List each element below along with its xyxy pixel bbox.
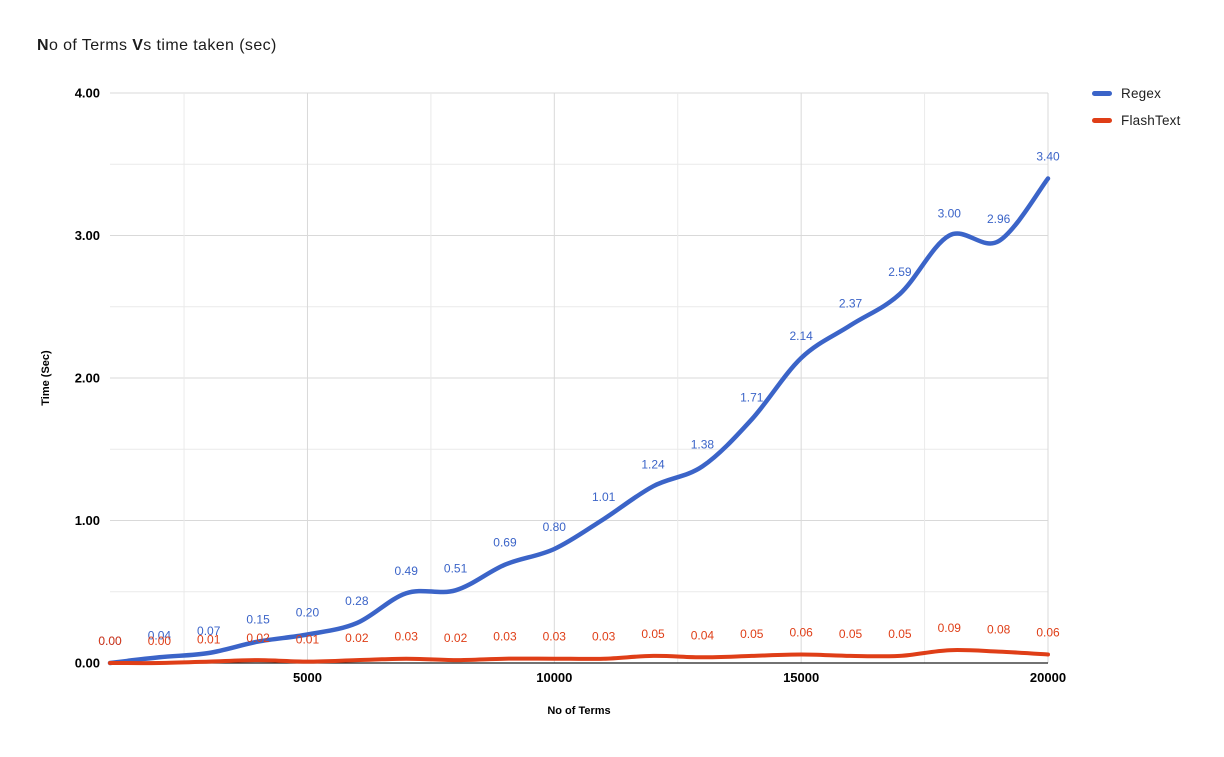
- data-label-flashtext: 0.06: [1036, 625, 1060, 639]
- data-label-flashtext: 0.02: [444, 631, 468, 645]
- data-label-regex: 0.51: [444, 561, 468, 575]
- data-label-regex: 0.28: [345, 594, 369, 608]
- data-label-flashtext: 0.03: [592, 630, 616, 644]
- data-label-flashtext: 0.03: [543, 630, 567, 644]
- data-label-regex: 0.15: [246, 613, 270, 627]
- y-tick-label: 0.00: [75, 656, 100, 671]
- data-label-regex: 1.38: [691, 437, 715, 451]
- regex-series-swatch-icon: [1092, 91, 1112, 96]
- data-label-regex: 1.24: [641, 457, 665, 471]
- data-label-regex: 0.80: [543, 520, 567, 534]
- data-label-regex: 0.69: [493, 536, 517, 550]
- data-label-flashtext: 0.02: [246, 631, 270, 645]
- x-tick-label: 10000: [536, 670, 572, 685]
- data-label-regex: 0.20: [296, 606, 320, 620]
- legend-item-flashtext: FlashText: [1092, 107, 1181, 134]
- chart-title-part: V: [132, 37, 144, 54]
- x-axis-title: No of Terms: [547, 705, 611, 717]
- data-label-regex: 3.00: [938, 207, 962, 221]
- y-tick-label: 1.00: [75, 513, 100, 528]
- series-line-regex: [107, 176, 1051, 666]
- y-axis-title: Time (Sec): [40, 350, 52, 406]
- data-label-regex: 1.71: [740, 390, 764, 404]
- data-label-flashtext: 0.08: [987, 623, 1011, 637]
- data-label-regex: 3.40: [1036, 150, 1060, 164]
- chart-title-part: N: [37, 37, 49, 54]
- legend-item-regex: Regex: [1092, 80, 1181, 107]
- legend-label-flashtext: FlashText: [1121, 113, 1181, 128]
- x-tick-label: 5000: [293, 670, 322, 685]
- data-label-regex: 1.01: [592, 490, 616, 504]
- data-label-flashtext: 0.01: [296, 633, 320, 647]
- y-tick-label: 2.00: [75, 371, 100, 386]
- data-label-flashtext: 0.03: [395, 630, 419, 644]
- x-tick-label: 15000: [783, 670, 819, 685]
- legend: Regex FlashText: [1092, 80, 1181, 134]
- y-tick-label: 3.00: [75, 228, 100, 243]
- data-label-flashtext: 0.00: [98, 634, 122, 648]
- data-label-regex: 2.14: [789, 329, 813, 343]
- data-label-flashtext: 0.05: [740, 627, 764, 641]
- legend-label-regex: Regex: [1121, 86, 1162, 101]
- chart-title: No of Terms Vs time taken (sec): [37, 37, 277, 55]
- data-label-regex: 2.59: [888, 265, 912, 279]
- data-label-regex: 0.00: [98, 634, 122, 648]
- data-label-flashtext: 0.05: [888, 627, 912, 641]
- data-label-regex: 0.49: [395, 564, 419, 578]
- data-label-flashtext: 0.03: [493, 630, 517, 644]
- data-label-flashtext: 0.01: [197, 633, 221, 647]
- flashtext-series-swatch-icon: [1092, 118, 1112, 123]
- data-label-flashtext: 0.04: [691, 628, 715, 642]
- chart-title-part: s time taken (sec): [143, 37, 277, 54]
- data-label-flashtext: 0.00: [148, 634, 172, 648]
- data-label-flashtext: 0.05: [641, 627, 665, 641]
- data-label-flashtext: 0.06: [789, 625, 813, 639]
- y-tick-label: 4.00: [75, 86, 100, 101]
- data-label-regex: 2.37: [839, 296, 863, 310]
- data-label-flashtext: 0.05: [839, 627, 863, 641]
- data-label-flashtext: 0.09: [938, 621, 962, 635]
- data-label-regex: 2.96: [987, 212, 1011, 226]
- series-line-flashtext: [108, 648, 1050, 666]
- data-label-regex: 0.07: [197, 624, 221, 638]
- x-tick-label: 20000: [1030, 670, 1066, 685]
- data-label-flashtext: 0.02: [345, 631, 369, 645]
- chart-title-part: o of Terms: [48, 37, 133, 54]
- data-label-regex: 0.04: [148, 628, 172, 642]
